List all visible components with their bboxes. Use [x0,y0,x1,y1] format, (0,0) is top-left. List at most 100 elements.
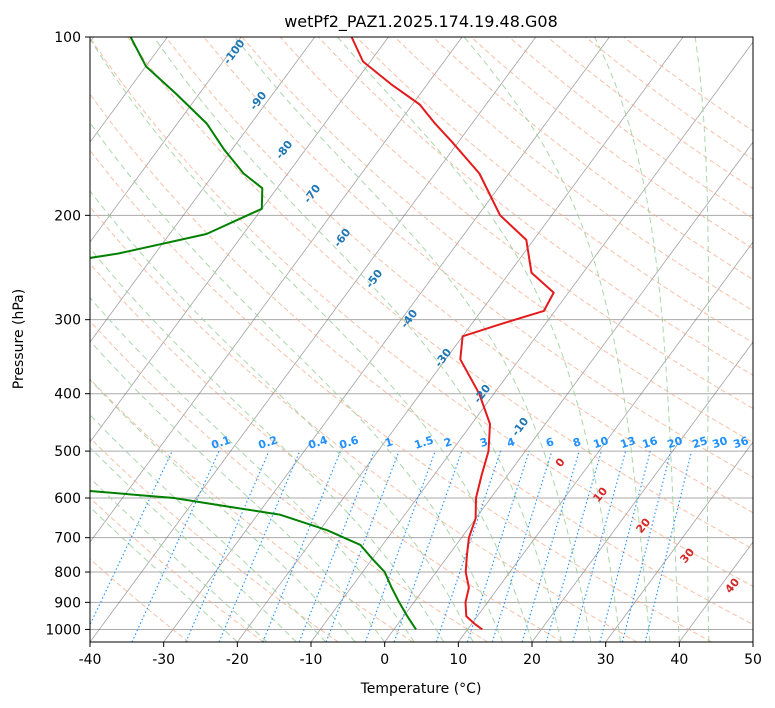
mixing-ratio-label: 30 [711,434,730,451]
x-tick-label: -40 [79,652,102,668]
mixing-ratio-line [621,450,672,642]
x-tick-label: -30 [152,652,175,668]
moist-adiabat-line [463,37,651,642]
mixing-ratio-label: 1 [383,435,394,450]
isotherm-line [237,37,684,642]
mixing-ratio-label: 0.4 [307,433,330,451]
x-tick-label: -10 [300,652,323,668]
isotherm-line [90,37,389,443]
y-tick-label: 400 [54,387,81,403]
mixing-ratio-line [364,450,436,642]
dry-adiabat-line [279,37,753,410]
dry-adiabat-line [90,206,638,642]
mixing-ratio-label: 4 [505,435,517,450]
mixing-ratio-label: 0.6 [338,433,361,451]
mixing-ratio-label: 8 [571,435,582,450]
y-tick-label: 600 [54,491,81,507]
mixing-ratio-line [599,450,651,642]
x-tick-label: 0 [380,652,389,668]
mixing-ratio-line [131,450,220,642]
dry-adiabat-line [127,37,753,550]
profile-line [90,489,417,630]
mixing-ratio-label: 10 [592,434,611,451]
dry-adiabat-line [394,37,753,312]
mixing-ratio-label: 3 [478,435,489,450]
mixing-ratio-label: 6 [544,435,556,450]
mixing-ratio-label: 1.5 [413,433,436,451]
isotherm-line [90,37,537,642]
mixing-ratio-line [545,450,602,642]
moist-adiabat-line [234,37,592,642]
dry-adiabat-line [90,263,563,642]
mixing-ratio-label: 20 [666,434,685,451]
mixing-ratio-line [393,450,463,642]
dry-adiabat-line [90,37,753,587]
isotherm-line [605,441,753,642]
mixing-ratio-line [90,450,173,626]
grid-lines [90,37,753,642]
plot-frame [89,36,754,643]
plot-area [90,37,753,642]
y-tick-label: 500 [54,444,81,460]
moist-adiabat-line [90,38,533,642]
isotherm-line [90,37,463,543]
dry-adiabat-line [318,37,753,376]
moist-adiabat-line [153,37,562,642]
mixing-ratio-line [521,450,580,642]
y-tick-label: 900 [54,595,81,611]
x-tick-label: 20 [523,652,541,668]
x-tick-label: 40 [670,652,688,668]
y-tick-label: 1000 [45,622,81,638]
profile-line [350,37,555,631]
mixing-ratio-line [185,450,270,642]
chart-title: wetPf2_PAZ1.2025.174.19.48.G08 [284,12,558,32]
moist-adiabat-line [90,340,386,642]
mixing-ratio-line [644,450,693,642]
dry-adiabat-line [90,558,190,642]
series-lines [90,37,555,631]
y-tick-label: 200 [54,208,81,224]
y-tick-label: 300 [54,313,81,329]
moist-adiabat-line [90,506,238,642]
isotherm-line [310,41,753,642]
x-tick-label: 30 [597,652,615,668]
x-tick-label: 10 [449,652,467,668]
y-axis-label: Pressure (hPa) [11,289,27,389]
mixing-ratio-line [572,450,627,642]
moist-adiabat-line [90,446,297,642]
moist-adiabat-line [90,414,327,642]
isotherm-line [90,37,316,343]
mixing-ratio-line [218,450,301,642]
moist-adiabat-line [594,37,680,642]
isotherm-line [384,141,753,642]
dry-adiabat-line [90,149,712,642]
x-axis-label: Temperature (°C) [360,681,482,697]
mixing-ratio-line [466,450,530,642]
mixing-ratio-label: 13 [619,434,638,451]
dry-adiabat-line [90,93,753,626]
y-tick-label: 100 [54,30,81,46]
mixing-ratio-label: 0.2 [257,433,280,451]
moist-adiabat-line [90,121,503,642]
isotherm-line [163,37,610,642]
mixing-ratio-label: 0.1 [210,433,233,451]
x-tick-label: 50 [744,652,762,668]
profile-line-upper [90,37,264,259]
y-tick-label: 800 [54,565,81,581]
isotherm-line [90,37,168,143]
axes: -40 -30 -20 -10 0 10 20 30 40 5010020030040050060… [45,30,762,668]
isotherm-line [90,37,242,243]
x-tick-label: -20 [226,652,249,668]
moist-adiabat-line [90,379,356,642]
mixing-ratio-label: 16 [641,434,660,451]
moist-adiabat-line [337,37,621,642]
mixing-ratio-label: 2 [442,435,453,450]
y-tick-label: 700 [54,531,81,547]
mixing-ratio-line [491,450,553,642]
mixing-ratio-label: 36 [732,434,751,451]
mixing-ratio-label: 25 [691,434,710,451]
moist-adiabat-line [90,477,268,642]
moist-adiabat-line [90,297,415,642]
